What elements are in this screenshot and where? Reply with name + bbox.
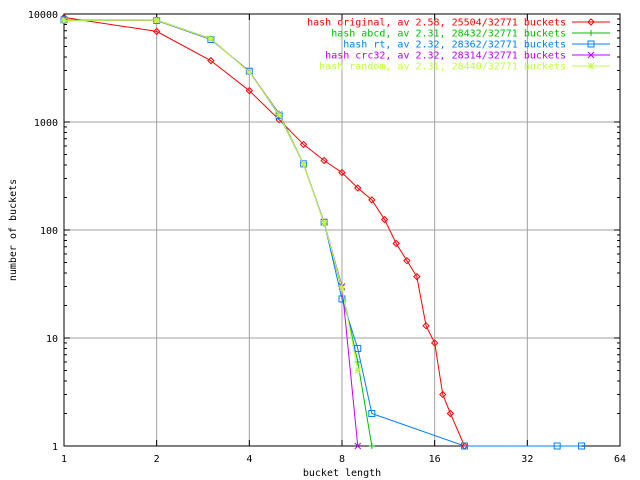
y-tick-label: 1 (52, 442, 58, 453)
x-tick-label: 2 (154, 454, 160, 465)
data-point (245, 86, 254, 95)
data-point (403, 256, 411, 265)
series-line (63, 19, 582, 447)
series-lines (60, 13, 586, 450)
data-point (245, 68, 253, 76)
data-point (587, 51, 595, 59)
data-point (207, 56, 215, 65)
data-point (460, 442, 468, 450)
series-4 (60, 16, 362, 450)
y-tick-label: 100 (40, 226, 58, 237)
data-point (354, 367, 362, 374)
data-point (392, 239, 400, 248)
data-point (338, 295, 346, 303)
legend-entry: hash abcd, av 2.31, 28432/32771 buckets (331, 29, 610, 40)
data-point (300, 160, 307, 168)
series-line (64, 19, 359, 447)
y-tick-label: 10000 (28, 10, 58, 21)
x-tick-label: 8 (339, 454, 345, 465)
x-tick-label: 1 (61, 454, 67, 465)
legend-label: hash abcd, av 2.31, 28432/32771 buckets (331, 29, 566, 40)
series-5 (60, 16, 362, 374)
legend-entry: hash random, av 2.31, 28440/32771 bucket… (319, 62, 610, 73)
data-point (320, 219, 328, 227)
legend-label: hash random, av 2.31, 28440/32771 bucket… (319, 62, 566, 73)
legend-entry: hash rt, av 2.32, 28362/32771 buckets (343, 40, 610, 51)
legend-label: hash crc32, av 2.32, 28314/32771 buckets (325, 51, 566, 62)
legend-entry: hash crc32, av 2.32, 28314/32771 buckets (325, 51, 610, 62)
data-point (368, 443, 375, 449)
data-point (413, 272, 421, 281)
data-point (338, 168, 346, 177)
grid-lines (63, 13, 621, 447)
series-2 (61, 16, 375, 449)
data-point (439, 390, 447, 399)
x-tick-label: 4 (246, 454, 252, 465)
series-line (63, 16, 465, 447)
data-point (553, 442, 561, 450)
data-point (368, 409, 376, 417)
data-point (354, 184, 362, 192)
data-point (587, 40, 595, 48)
series-line (63, 19, 373, 447)
data-point (354, 344, 362, 352)
data-point (587, 18, 595, 26)
series-1 (60, 13, 469, 450)
legend-label: hash rt, av 2.32, 28362/32771 buckets (343, 40, 566, 51)
x-tick-label: 32 (521, 454, 533, 465)
y-tick-label: 1000 (34, 118, 58, 129)
data-point (368, 196, 376, 204)
series-3 (60, 16, 586, 450)
data-point (588, 30, 594, 36)
y-axis-label: number of buckets (8, 179, 19, 281)
data-point (578, 442, 586, 450)
series-line (63, 19, 359, 371)
data-point (587, 62, 595, 70)
data-point (380, 215, 389, 224)
data-point (275, 111, 283, 118)
data-point (354, 442, 362, 450)
legend-entry: hash original, av 2.58, 25504/32771 buck… (307, 18, 610, 29)
data-point (422, 321, 430, 330)
data-point (299, 140, 308, 149)
data-point (152, 27, 161, 36)
y-tick-label: 10 (46, 334, 58, 345)
data-point (153, 16, 161, 24)
axis-ticks: 1 2 4 8 16 32 64 1 10 100 1000 10000 (28, 10, 626, 465)
legend: hash original, av 2.58, 25504/32771 buck… (307, 18, 610, 73)
data-point (338, 284, 346, 292)
x-tick-label: 64 (614, 454, 626, 465)
data-point (207, 35, 215, 43)
data-point (430, 339, 439, 347)
data-point (446, 409, 455, 418)
x-tick-label: 16 (429, 454, 441, 465)
data-point (320, 156, 328, 165)
x-axis-label: bucket length (303, 468, 381, 479)
data-point (60, 17, 68, 24)
legend-label: hash original, av 2.58, 25504/32771 buck… (307, 18, 566, 29)
